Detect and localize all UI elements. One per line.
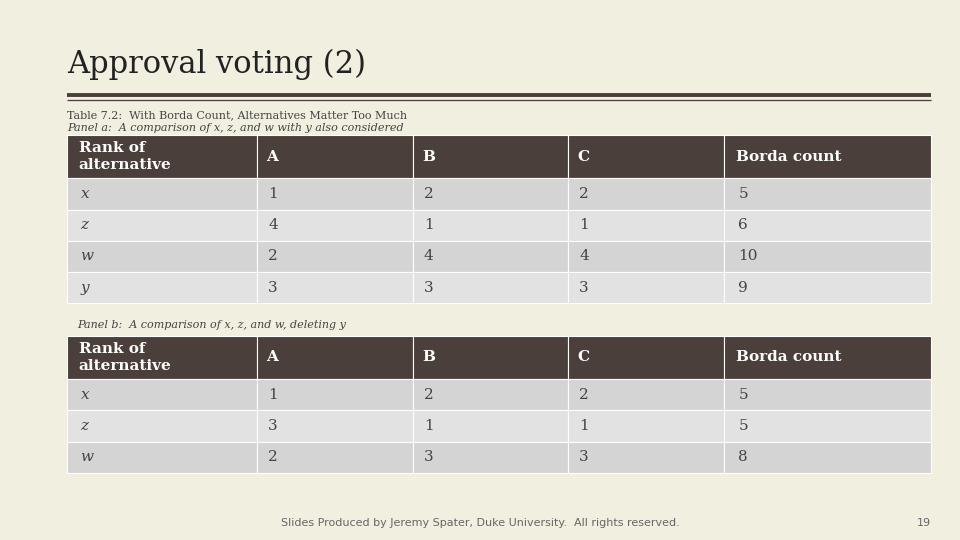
Text: Panel b:  A comparison of x, z, and w, deleting y: Panel b: A comparison of x, z, and w, de… xyxy=(77,320,346,330)
FancyBboxPatch shape xyxy=(568,178,724,210)
Text: 4: 4 xyxy=(423,249,433,264)
FancyBboxPatch shape xyxy=(67,336,257,379)
FancyBboxPatch shape xyxy=(413,272,568,303)
Text: 8: 8 xyxy=(738,450,748,464)
Text: Rank of
alternative: Rank of alternative xyxy=(79,141,171,172)
Text: 19: 19 xyxy=(917,518,931,528)
Text: 3: 3 xyxy=(423,281,433,295)
Text: 5: 5 xyxy=(738,388,748,402)
Text: 1: 1 xyxy=(268,388,277,402)
FancyBboxPatch shape xyxy=(724,336,931,379)
Text: x: x xyxy=(81,187,89,201)
Text: 9: 9 xyxy=(738,281,748,295)
Text: Borda count: Borda count xyxy=(736,350,842,365)
FancyBboxPatch shape xyxy=(568,241,724,272)
Text: Slides Produced by Jeremy Spater, Duke University.  All rights reserved.: Slides Produced by Jeremy Spater, Duke U… xyxy=(280,518,680,528)
FancyBboxPatch shape xyxy=(257,442,413,473)
Text: 3: 3 xyxy=(268,281,277,295)
FancyBboxPatch shape xyxy=(568,379,724,410)
Text: 2: 2 xyxy=(579,187,588,201)
FancyBboxPatch shape xyxy=(413,135,568,178)
Text: 2: 2 xyxy=(579,388,588,402)
Text: 2: 2 xyxy=(268,450,277,464)
Text: x: x xyxy=(81,388,89,402)
Text: 3: 3 xyxy=(579,450,588,464)
FancyBboxPatch shape xyxy=(568,135,724,178)
FancyBboxPatch shape xyxy=(568,442,724,473)
FancyBboxPatch shape xyxy=(724,135,931,178)
FancyBboxPatch shape xyxy=(413,410,568,442)
FancyBboxPatch shape xyxy=(724,178,931,210)
Text: 1: 1 xyxy=(423,218,433,232)
Text: 2: 2 xyxy=(423,187,433,201)
FancyBboxPatch shape xyxy=(413,178,568,210)
Text: z: z xyxy=(81,218,88,232)
Text: 5: 5 xyxy=(738,419,748,433)
Text: 3: 3 xyxy=(423,450,433,464)
FancyBboxPatch shape xyxy=(724,272,931,303)
FancyBboxPatch shape xyxy=(413,379,568,410)
FancyBboxPatch shape xyxy=(67,135,257,178)
Text: C: C xyxy=(578,150,589,164)
Text: 1: 1 xyxy=(579,419,588,433)
Text: Table 7.2:  With Borda Count, Alternatives Matter Too Much: Table 7.2: With Borda Count, Alternative… xyxy=(67,111,407,121)
FancyBboxPatch shape xyxy=(724,442,931,473)
FancyBboxPatch shape xyxy=(67,379,257,410)
Text: y: y xyxy=(81,281,89,295)
Text: 4: 4 xyxy=(579,249,588,264)
Text: 1: 1 xyxy=(268,187,277,201)
Text: B: B xyxy=(422,150,435,164)
Text: Panel a:  A comparison of x, z, and w with y also considered: Panel a: A comparison of x, z, and w wit… xyxy=(67,123,404,133)
FancyBboxPatch shape xyxy=(568,210,724,241)
FancyBboxPatch shape xyxy=(67,241,257,272)
Text: A: A xyxy=(267,350,278,365)
FancyBboxPatch shape xyxy=(67,178,257,210)
FancyBboxPatch shape xyxy=(568,410,724,442)
Text: z: z xyxy=(81,419,88,433)
Text: Approval voting (2): Approval voting (2) xyxy=(67,49,366,80)
FancyBboxPatch shape xyxy=(413,442,568,473)
FancyBboxPatch shape xyxy=(724,210,931,241)
Text: A: A xyxy=(267,150,278,164)
Text: 2: 2 xyxy=(268,249,277,264)
FancyBboxPatch shape xyxy=(257,336,413,379)
FancyBboxPatch shape xyxy=(257,241,413,272)
Text: 6: 6 xyxy=(738,218,748,232)
FancyBboxPatch shape xyxy=(67,210,257,241)
FancyBboxPatch shape xyxy=(257,210,413,241)
FancyBboxPatch shape xyxy=(724,410,931,442)
Text: C: C xyxy=(578,350,589,365)
FancyBboxPatch shape xyxy=(67,442,257,473)
Text: 1: 1 xyxy=(423,419,433,433)
Text: w: w xyxy=(81,249,93,264)
Text: 1: 1 xyxy=(579,218,588,232)
FancyBboxPatch shape xyxy=(413,336,568,379)
Text: 10: 10 xyxy=(738,249,757,264)
Text: 5: 5 xyxy=(738,187,748,201)
Text: w: w xyxy=(81,450,93,464)
FancyBboxPatch shape xyxy=(257,178,413,210)
FancyBboxPatch shape xyxy=(67,272,257,303)
Text: B: B xyxy=(422,350,435,365)
FancyBboxPatch shape xyxy=(413,241,568,272)
FancyBboxPatch shape xyxy=(257,379,413,410)
Text: 4: 4 xyxy=(268,218,277,232)
FancyBboxPatch shape xyxy=(724,241,931,272)
FancyBboxPatch shape xyxy=(257,272,413,303)
FancyBboxPatch shape xyxy=(257,410,413,442)
FancyBboxPatch shape xyxy=(67,410,257,442)
FancyBboxPatch shape xyxy=(724,379,931,410)
Text: Borda count: Borda count xyxy=(736,150,842,164)
Text: Rank of
alternative: Rank of alternative xyxy=(79,342,171,373)
Text: 2: 2 xyxy=(423,388,433,402)
FancyBboxPatch shape xyxy=(257,135,413,178)
Text: 3: 3 xyxy=(268,419,277,433)
FancyBboxPatch shape xyxy=(568,272,724,303)
FancyBboxPatch shape xyxy=(413,210,568,241)
FancyBboxPatch shape xyxy=(568,336,724,379)
Text: 3: 3 xyxy=(579,281,588,295)
